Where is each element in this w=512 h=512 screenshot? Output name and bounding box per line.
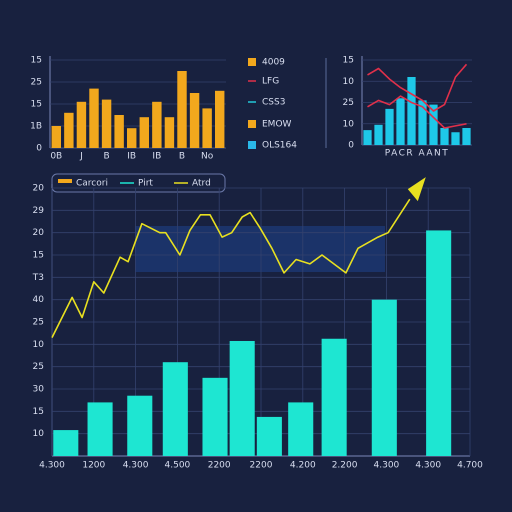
- x-tick-label: 2200: [208, 461, 231, 471]
- legend-label: OLS164: [262, 141, 297, 151]
- bar: [202, 108, 212, 148]
- y-tick-label: 15: [343, 56, 354, 66]
- chart-title: PACR AANT: [385, 149, 450, 159]
- y-tick-label: 29: [33, 206, 45, 216]
- y-tick-label: 0: [36, 144, 42, 154]
- bar: [407, 77, 416, 145]
- x-tick-label: 4.300: [415, 461, 441, 471]
- bar: [256, 416, 282, 456]
- y-tick-label: 10: [343, 119, 355, 129]
- y-tick-label: 20: [33, 184, 45, 194]
- bar: [215, 90, 225, 148]
- legend-swatch: [248, 58, 256, 66]
- bar: [321, 338, 347, 456]
- bar: [426, 230, 452, 456]
- bar: [177, 71, 187, 148]
- bar: [51, 126, 61, 148]
- bar: [418, 100, 427, 145]
- bar: [101, 99, 112, 148]
- y-tick-label: 15: [31, 56, 42, 66]
- bar: [127, 395, 153, 456]
- bar: [288, 402, 314, 456]
- y-tick-label: 10: [33, 429, 45, 439]
- bar: [202, 377, 228, 456]
- y-tick-label: 25: [31, 78, 42, 88]
- y-tick-label: 20: [33, 228, 45, 238]
- bar: [385, 108, 394, 145]
- arrow-head: [407, 177, 426, 202]
- bar: [139, 117, 149, 148]
- legend-label: 4009: [262, 58, 285, 68]
- bar: [396, 98, 405, 145]
- y-tick-label: T3: [32, 273, 44, 283]
- legend-label: Atrd: [192, 179, 211, 189]
- bar: [87, 402, 113, 456]
- legend-label: CSS3: [262, 98, 285, 108]
- x-tick-label: J: [79, 152, 83, 162]
- y-tick-label: 0: [348, 141, 354, 151]
- y-tick-label: 15: [31, 100, 42, 110]
- y-tick-label: 25: [33, 362, 44, 372]
- bar: [371, 299, 397, 456]
- x-tick-label: 2.200: [332, 461, 358, 471]
- legend-label: LFG: [262, 77, 279, 87]
- bar: [429, 104, 438, 145]
- legend-label: EMOW: [262, 120, 292, 130]
- y-tick-label: 25: [343, 98, 354, 108]
- y-tick-label: 15: [33, 407, 44, 417]
- x-tick-label: 1200: [82, 461, 105, 471]
- y-tick-label: 10: [33, 340, 45, 350]
- bar: [189, 93, 200, 148]
- line: [51, 198, 411, 338]
- y-tick-label: 1B: [30, 122, 42, 132]
- bar: [374, 124, 383, 145]
- bar: [164, 117, 175, 148]
- legend-label: Pirt: [138, 179, 153, 189]
- bar: [53, 430, 79, 456]
- x-tick-label: 0B: [50, 152, 62, 162]
- x-tick-label: 4.300: [374, 461, 400, 471]
- x-tick-label: 4.500: [165, 461, 191, 471]
- bar: [76, 101, 87, 148]
- x-tick-label: 4.700: [457, 461, 483, 471]
- y-tick-label: 25: [33, 318, 44, 328]
- bar: [89, 88, 99, 148]
- x-tick-label: 4.300: [123, 461, 149, 471]
- bar: [152, 101, 162, 148]
- x-tick-label: IB: [152, 152, 161, 162]
- bar: [162, 362, 188, 456]
- x-tick-label: 4.200: [290, 461, 316, 471]
- legend-swatch: [248, 141, 256, 149]
- x-tick-label: 4.300: [39, 461, 65, 471]
- x-tick-label: IB: [127, 152, 136, 162]
- x-tick-label: 2200: [250, 461, 273, 471]
- y-tick-label: 10: [343, 77, 355, 87]
- y-tick-label: 15: [33, 251, 44, 261]
- bar: [114, 115, 124, 148]
- x-tick-label: No: [201, 152, 214, 162]
- bar: [64, 112, 74, 148]
- line: [367, 63, 468, 112]
- bar: [440, 128, 449, 145]
- bar: [462, 128, 471, 145]
- legend-swatch: [58, 179, 72, 183]
- y-tick-label: 30: [33, 385, 45, 395]
- x-tick-label: B: [179, 152, 185, 162]
- y-tick-label: 40: [33, 295, 45, 305]
- legend-label: Carcori: [76, 179, 108, 189]
- bar: [451, 132, 460, 145]
- line: [367, 95, 467, 129]
- legend-swatch: [248, 120, 256, 128]
- x-tick-label: B: [103, 152, 109, 162]
- bar: [229, 340, 255, 456]
- bar: [363, 130, 372, 145]
- legend-box: [51, 173, 226, 193]
- bar: [127, 128, 137, 148]
